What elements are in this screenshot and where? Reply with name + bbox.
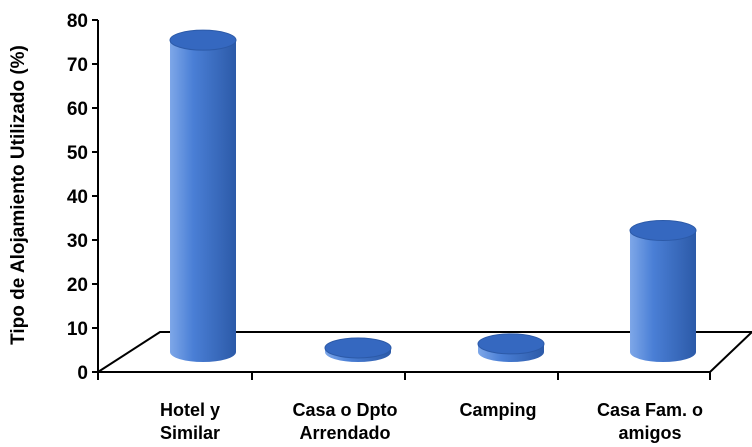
- x-category-line: Camping: [459, 400, 536, 420]
- bar: [629, 220, 697, 362]
- x-category-line: amigos: [618, 423, 681, 443]
- x-category-line: Arrendado: [299, 423, 390, 443]
- y-tick-label: 60: [67, 99, 88, 120]
- bar: [324, 337, 392, 362]
- y-tick-label: 10: [67, 319, 88, 340]
- x-category-line: Similar: [160, 423, 220, 443]
- bar-top: [324, 337, 392, 359]
- y-tick-label: 40: [67, 187, 88, 208]
- y-axis: [92, 19, 711, 380]
- y-tick-labels: 0 10 20 30 40 50 60 70 80: [67, 11, 88, 384]
- y-tick-label: 70: [67, 55, 88, 76]
- bar-body: [170, 40, 236, 363]
- x-category-line: Hotel y: [160, 400, 220, 420]
- y-tick-label: 0: [77, 363, 88, 384]
- x-category-line: Casa Fam. o: [597, 400, 703, 420]
- y-tick-label: 20: [67, 275, 88, 296]
- y-tick-label: 80: [67, 11, 88, 32]
- bar: [477, 333, 545, 362]
- bar-top: [629, 220, 697, 241]
- bars: [169, 29, 697, 363]
- chart-floor: [94, 331, 752, 373]
- bar-top: [477, 333, 545, 355]
- x-category-label: Casa Fam. o amigos: [597, 400, 703, 443]
- bar-top: [169, 29, 237, 51]
- bar-body: [630, 230, 696, 362]
- x-category-label: Hotel y Similar: [160, 400, 220, 443]
- y-tick-label: 50: [67, 143, 88, 164]
- bar: [169, 29, 237, 363]
- x-category-labels: Hotel y Similar Casa o Dpto Arrendado Campin…: [160, 400, 703, 443]
- y-axis-label: Tipo de Alojamiento Utilizado (%): [8, 45, 29, 345]
- x-category-label: Casa o Dpto Arrendado: [292, 400, 397, 443]
- x-category-label: Camping: [459, 400, 536, 420]
- x-category-line: Casa o Dpto: [292, 400, 397, 420]
- y-tick-label: 30: [67, 231, 88, 252]
- floor-outline: [94, 331, 752, 373]
